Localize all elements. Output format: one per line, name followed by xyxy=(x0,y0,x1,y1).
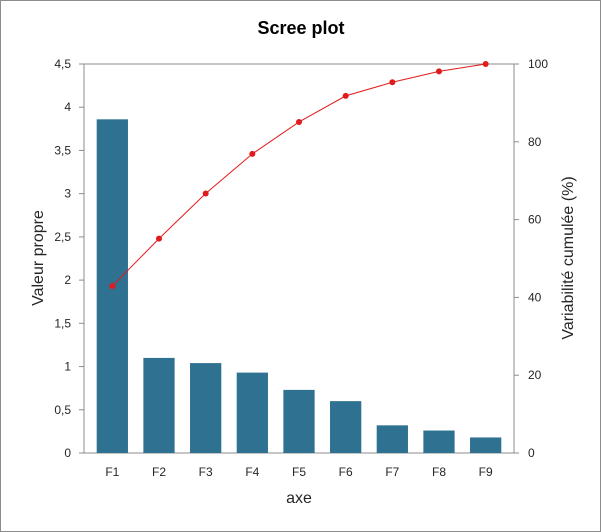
bar xyxy=(330,401,362,453)
y2-tick-label: 80 xyxy=(528,135,542,149)
chart-title: Scree plot xyxy=(257,18,344,38)
x-tick-label: F6 xyxy=(339,465,353,479)
y2-tick-label: 40 xyxy=(528,290,542,304)
y-tick-label: 0,5 xyxy=(54,403,71,417)
line-point xyxy=(202,190,209,197)
line-point xyxy=(389,79,396,86)
y2-axis-title: Variabilité cumulée (%) xyxy=(560,176,577,339)
x-axis-title: axe xyxy=(286,490,312,507)
x-tick-label: F8 xyxy=(432,465,446,479)
bar xyxy=(190,363,222,453)
x-tick-label: F3 xyxy=(199,465,213,479)
line-series xyxy=(109,61,489,290)
bar xyxy=(376,425,408,453)
line-point xyxy=(109,283,116,290)
bar xyxy=(236,372,268,453)
y2-tick-label: 20 xyxy=(528,368,542,382)
y-axis-title: Valeur propre xyxy=(30,210,47,306)
x-tick-label: F2 xyxy=(152,465,166,479)
y2-tick-label: 0 xyxy=(528,446,535,460)
right-axis: 0 20 40 60 80 100 xyxy=(514,57,548,460)
bar xyxy=(143,357,175,453)
y-tick-label: 0 xyxy=(64,446,71,460)
line-point xyxy=(482,61,489,67)
y-tick-label: 4,5 xyxy=(54,57,71,71)
line-point xyxy=(156,235,162,242)
bar xyxy=(470,437,502,453)
x-axis: F1 F2 F3 F4 F5 F6 F7 F8 F9 xyxy=(105,465,493,479)
line-point xyxy=(296,118,302,125)
line-point xyxy=(249,150,256,157)
bar xyxy=(283,389,315,453)
y-tick-label: 2,5 xyxy=(54,230,71,244)
y-tick-label: 4 xyxy=(64,100,71,114)
y-tick-label: 3,5 xyxy=(54,143,71,157)
left-axis: 0 0,5 1 1,5 2 2,5 3 3,5 4 4,5 xyxy=(54,57,84,460)
bar xyxy=(423,430,455,453)
x-tick-label: F9 xyxy=(479,465,493,479)
y2-tick-label: 100 xyxy=(528,57,548,71)
line-point xyxy=(342,92,349,99)
y-tick-label: 3 xyxy=(64,187,71,201)
line-point xyxy=(436,68,442,75)
x-tick-label: F7 xyxy=(385,465,399,479)
x-tick-label: F5 xyxy=(292,465,306,479)
y2-tick-label: 60 xyxy=(528,213,542,227)
y-tick-label: 2 xyxy=(64,273,71,287)
y-tick-label: 1 xyxy=(64,360,71,374)
x-tick-label: F4 xyxy=(245,465,259,479)
x-tick-label: F1 xyxy=(105,465,119,479)
y-tick-label: 1,5 xyxy=(54,316,71,330)
